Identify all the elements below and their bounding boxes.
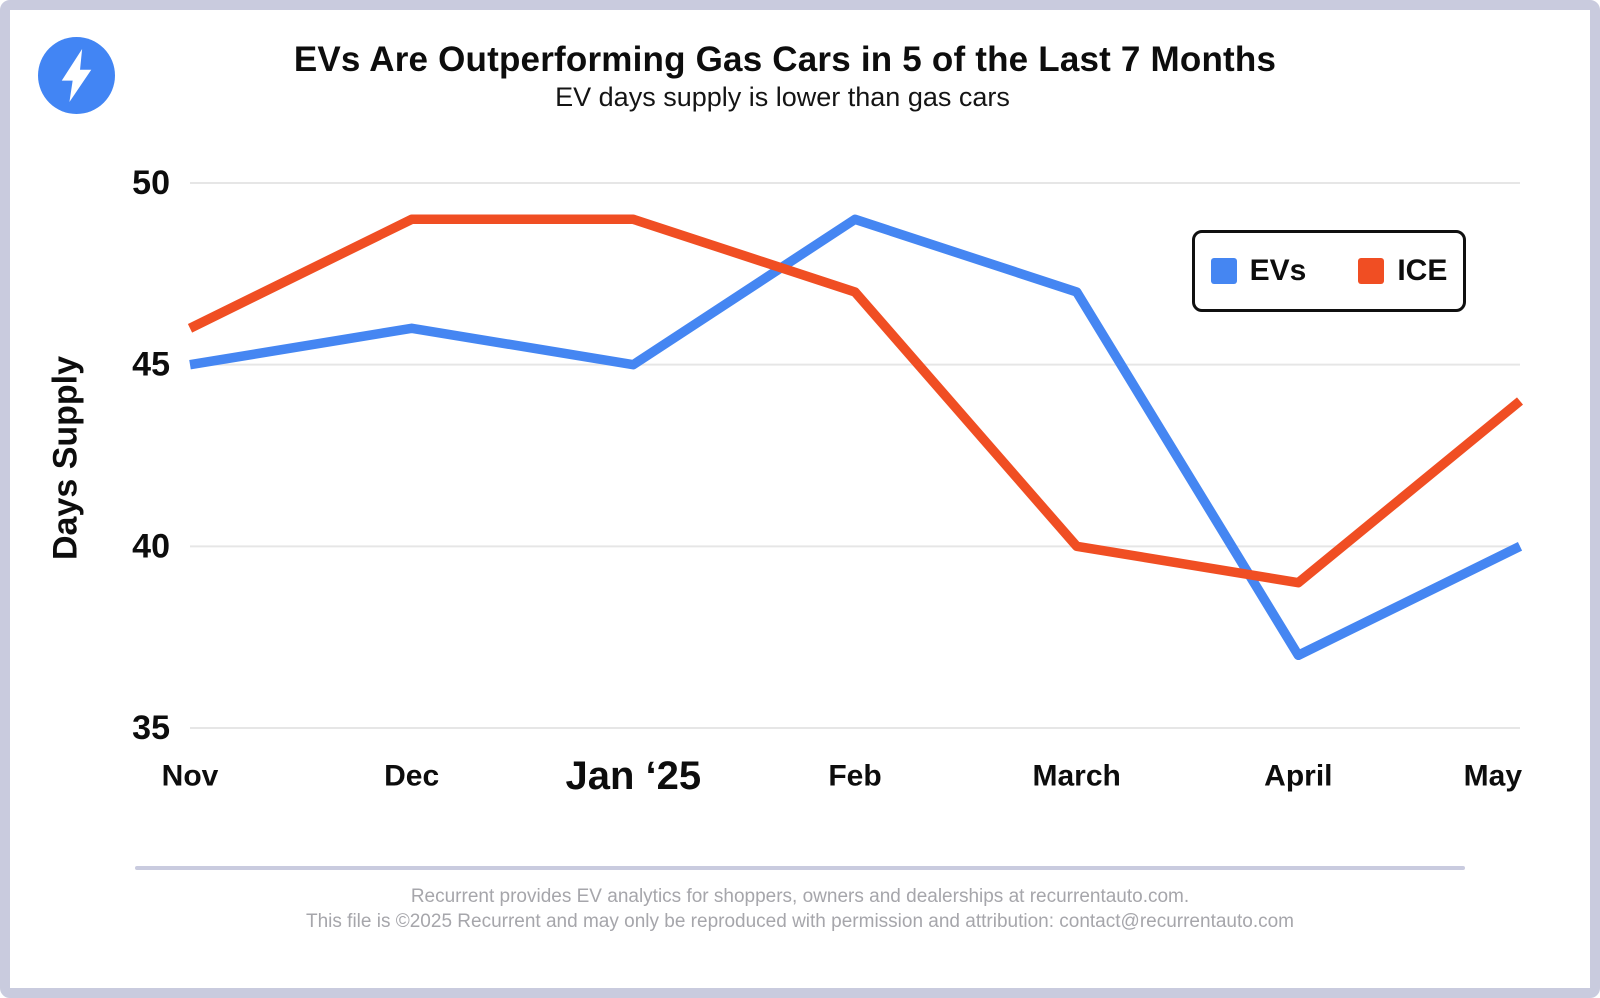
- series-line-evs: [189, 214, 1523, 661]
- legend: EVs ICE: [1192, 230, 1466, 312]
- y-tick-label-50: 50: [132, 164, 170, 202]
- x-tick-label-nov: Nov: [162, 760, 219, 793]
- legend-label-evs: EVs: [1249, 254, 1307, 287]
- x-tick-label-march: March: [1032, 760, 1120, 793]
- footer-text-line2: This file is ©2025 Recurrent and may onl…: [306, 911, 1294, 932]
- x-tick-label-dec: Dec: [384, 760, 439, 793]
- legend-item-ice: ICE: [1358, 254, 1447, 288]
- chart-subtitle: EV days supply is lower than gas cars: [555, 82, 1010, 112]
- footer-divider: [135, 866, 1465, 870]
- ice-color-swatch: [1358, 258, 1385, 284]
- x-tick-label-feb: Feb: [828, 760, 881, 793]
- x-tick-label-may: May: [1464, 760, 1523, 793]
- series-line-ice: [187, 214, 1524, 588]
- y-tick-label-45: 45: [132, 346, 170, 384]
- legend-label-ice: ICE: [1397, 254, 1448, 287]
- evs-color-swatch: [1210, 258, 1237, 284]
- lightning-bolt-icon: [38, 37, 115, 114]
- legend-item-evs: EVs: [1210, 254, 1307, 288]
- x-tick-label-jan25: Jan ‘25: [566, 754, 702, 798]
- x-tick-label-april: April: [1264, 760, 1332, 793]
- y-tick-label-40: 40: [132, 527, 170, 565]
- footer-text-line1: Recurrent provides EV analytics for shop…: [410, 886, 1190, 907]
- chart-title: EVs Are Outperforming Gas Cars in 5 of t…: [293, 40, 1277, 79]
- y-tick-label-35: 35: [132, 709, 170, 747]
- recurrent-logo: [38, 37, 115, 114]
